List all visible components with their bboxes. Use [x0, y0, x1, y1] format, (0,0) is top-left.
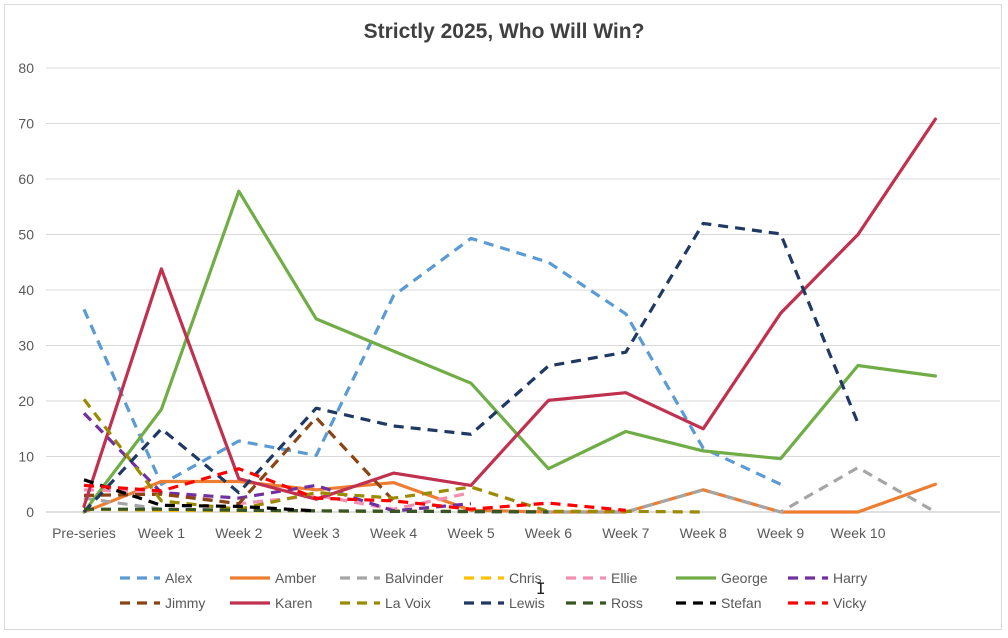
y-tick-label: 20: [18, 393, 34, 409]
x-tick-label: Week 7: [602, 525, 649, 541]
x-tick-label: Week 4: [370, 525, 417, 541]
x-tick-label: Week 8: [680, 525, 727, 541]
x-tick-label: Week 9: [757, 525, 804, 541]
legend-label-jimmy: Jimmy: [165, 595, 205, 611]
y-tick-label: 0: [26, 504, 34, 520]
x-tick-label: Pre-series: [52, 525, 116, 541]
y-tick-label: 80: [18, 60, 34, 76]
x-tick-label: Week 1: [138, 525, 185, 541]
chart-frame: [4, 4, 1002, 630]
series-line-george: [82, 189, 937, 514]
legend-label-amber: Amber: [275, 570, 317, 586]
series-line-la-voix: [82, 398, 704, 514]
legend-label-stefan: Stefan: [721, 595, 761, 611]
y-tick-label: 40: [18, 282, 34, 298]
legend-label-vicky: Vicky: [833, 595, 866, 611]
x-tick-label: Week 3: [293, 525, 340, 541]
x-tick-label: Week 6: [525, 525, 572, 541]
legend-label-balvinder: Balvinder: [385, 570, 444, 586]
legend-label-ross: Ross: [611, 595, 643, 611]
series-line-jimmy: [83, 416, 395, 506]
legend-label-karen: Karen: [275, 595, 312, 611]
y-tick-label: 30: [18, 338, 34, 354]
x-tick-label: Week 10: [831, 525, 886, 541]
legend-label-harry: Harry: [833, 570, 867, 586]
y-tick-label: 10: [18, 449, 34, 465]
series-line-stefan: [83, 478, 317, 513]
x-tick-label: Week 5: [447, 525, 494, 541]
series-line-lewis: [82, 221, 860, 514]
y-tick-label: 50: [18, 227, 34, 243]
series-line-alex: [82, 236, 782, 486]
text-cursor-icon: I: [536, 579, 546, 598]
x-tick-label: Week 2: [215, 525, 262, 541]
y-tick-label: 60: [18, 171, 34, 187]
series-line-ross: [84, 507, 549, 514]
series-line-vicky: [83, 467, 626, 512]
legend-label-ellie: Ellie: [611, 570, 638, 586]
y-tick-label: 70: [18, 116, 34, 132]
legend-label-la-voix: La Voix: [385, 595, 431, 611]
legend-label-chris: Chris: [509, 570, 542, 586]
series-line-harry: [82, 412, 472, 513]
chart-title: Strictly 2025, Who Will Win?: [363, 20, 645, 43]
legend-label-lewis: Lewis: [509, 595, 545, 611]
legend-label-george: George: [721, 570, 768, 586]
legend-label-alex: Alex: [165, 570, 192, 586]
series-line-karen: [82, 117, 937, 508]
